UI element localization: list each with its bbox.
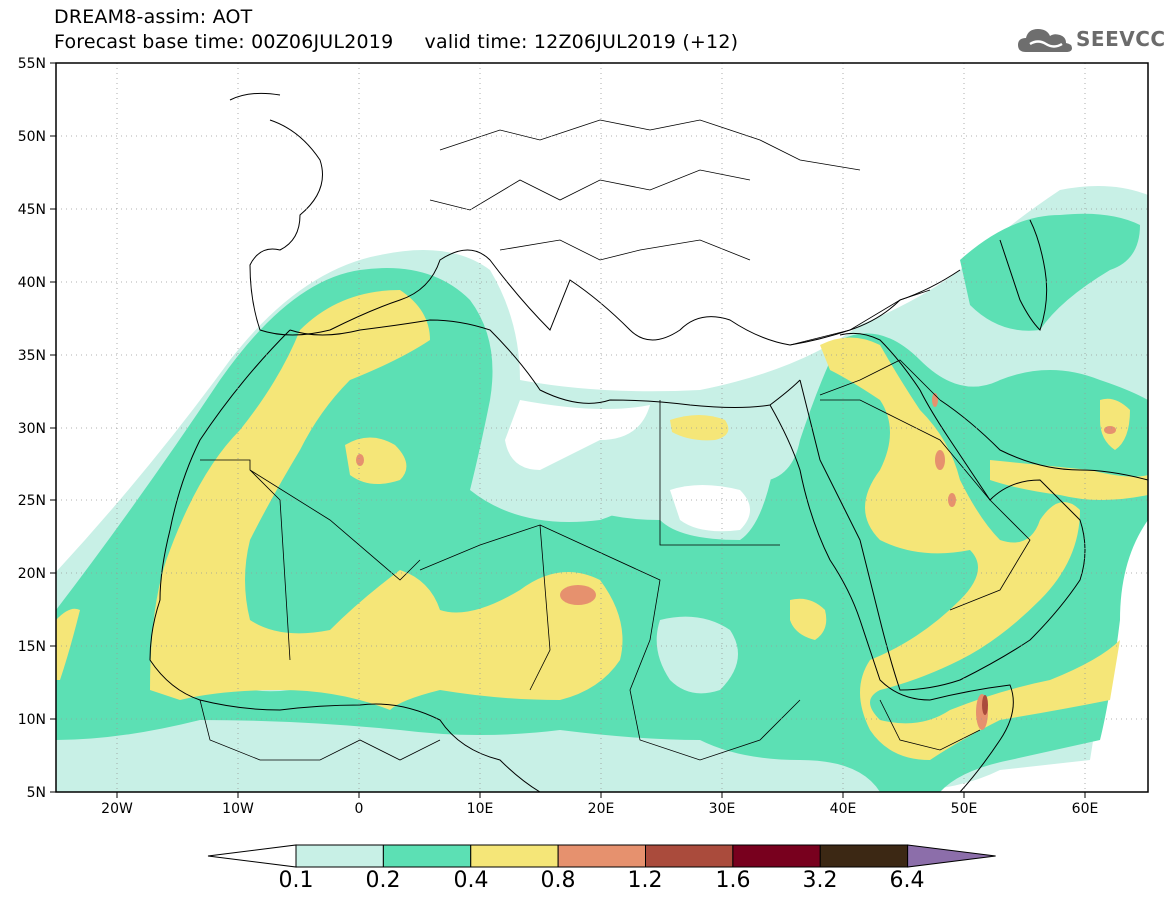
- border-turkey: [789, 289, 931, 346]
- lon-label-20w: 20W: [101, 801, 133, 817]
- border-europe-1: [429, 169, 751, 211]
- border-europe-3: [499, 239, 751, 261]
- latitude-labels: 55N 50N 45N 40N 35N 30N 25N 20N 15N 10N …: [18, 56, 46, 801]
- lon-label-10e: 10E: [467, 801, 494, 817]
- colorbar-label-1.2: 1.2: [627, 868, 663, 893]
- colorbar-label-6.4: 6.4: [889, 868, 925, 893]
- lat-label-5n: 5N: [27, 785, 46, 801]
- lat-label-35n: 35N: [18, 348, 46, 364]
- lat-label-15n: 15N: [18, 639, 46, 655]
- colorbar-label-0.2: 0.2: [365, 868, 401, 893]
- lon-label-40e: 40E: [830, 801, 857, 817]
- colorbar-bin-0.2: [382, 844, 472, 868]
- border-niger-chad: [419, 524, 551, 691]
- border-saudi: [820, 399, 1031, 611]
- colorbar-label-0.8: 0.8: [540, 868, 576, 893]
- border-libya-egypt: [659, 400, 780, 546]
- aot-contour-0.8-chad: [560, 585, 596, 605]
- colorbar-bin-0.8: [557, 844, 646, 868]
- lon-label-60e: 60E: [1072, 801, 1099, 817]
- border-west-africa: [199, 699, 441, 761]
- colorbar-label-3.2: 3.2: [802, 868, 838, 893]
- aot-contour-0.8-algeria: [356, 454, 364, 466]
- coastline-north-africa: [289, 319, 801, 408]
- aot-contour-0.4-ethiopia: [790, 598, 827, 640]
- colorbar-bin-3.2: [819, 844, 909, 868]
- lon-label-20e: 20E: [588, 801, 615, 817]
- border-algeria-mali: [249, 469, 421, 581]
- coastline-europe: [229, 92, 961, 346]
- coastline-arabia: [799, 332, 1086, 691]
- aot-contour-1.2-somalia: [982, 695, 988, 715]
- lat-label-20n: 20N: [18, 566, 46, 582]
- axis-ticks: [50, 62, 1086, 798]
- aot-white-libya: [505, 400, 650, 470]
- colorbar-below-range: [207, 844, 297, 868]
- logo-text: SEEVCCC: [1076, 27, 1165, 51]
- lon-label-0: 0: [355, 801, 364, 817]
- aot-contour-0.4-gulf: [990, 460, 1148, 500]
- lat-label-50n: 50N: [18, 129, 46, 145]
- country-borders: [199, 119, 1031, 761]
- coastline-caspian: [999, 219, 1048, 331]
- border-mauritania: [200, 459, 291, 661]
- aot-contour-0.4-west-africa: [150, 290, 623, 710]
- forecast-time-subtitle: Forecast base time: 00Z06JUL2019 valid t…: [54, 31, 739, 53]
- border-europe-2: [439, 119, 861, 171]
- lon-label-10w: 10W: [222, 801, 254, 817]
- lat-label-45n: 45N: [18, 202, 46, 218]
- colorbar: [207, 844, 996, 868]
- coastline-red-sea: [769, 404, 931, 701]
- colorbar-label-0.1: 0.1: [278, 868, 314, 893]
- aot-white-egypt: [670, 485, 750, 532]
- colorbar-above-range: [907, 844, 996, 868]
- map-title: DREAM8-assim: AOT: [54, 6, 253, 28]
- colorbar-label-1.6: 1.6: [715, 868, 751, 893]
- lat-label-25n: 25N: [18, 493, 46, 509]
- coastline-west-africa: [149, 329, 541, 792]
- aot-contour-0.4-algeria: [345, 437, 407, 484]
- coastlines: [149, 92, 1148, 792]
- colorbar-bin-1.6: [732, 844, 821, 868]
- lon-label-30e: 30E: [709, 801, 736, 817]
- seevccc-logo: SEEVCCC: [1016, 24, 1165, 56]
- lon-label-50e: 50E: [951, 801, 978, 817]
- aot-contour-0.4-iran: [1100, 398, 1130, 450]
- border-sudan: [629, 639, 801, 761]
- aot-contour-0.8-iraq: [935, 450, 945, 470]
- colorbar-bin-0.1: [295, 844, 384, 868]
- aot-contour-0.2-caucasus: [960, 213, 1140, 331]
- aot-contour-0.4-arabia: [820, 337, 1120, 760]
- border-horn: [879, 699, 981, 751]
- cloud-icon: [1018, 29, 1072, 52]
- lat-label-10n: 10N: [18, 712, 46, 728]
- colorbar-bin-1.2: [645, 844, 734, 868]
- aot-contour-0.4-libya: [670, 415, 729, 441]
- lat-label-30n: 30N: [18, 421, 46, 437]
- lat-label-55n: 55N: [18, 56, 46, 72]
- graticule: [56, 63, 1148, 792]
- aot-field: [56, 63, 1148, 792]
- aot-contour-0.8-iran: [1104, 426, 1116, 434]
- colorbar-label-0.4: 0.4: [453, 868, 489, 893]
- colorbar-bin-0.4: [470, 844, 559, 868]
- longitude-labels: 20W 10W 0 10E 20E 30E 40E 50E 60E: [101, 801, 1098, 817]
- coastline-horn: [929, 684, 1014, 792]
- aot-gap-sudan: [656, 616, 738, 694]
- border-iraq: [819, 359, 941, 401]
- coastline-gulf-iran: [939, 399, 1148, 481]
- aot-contour-0.4-coast: [56, 608, 80, 680]
- lat-label-40n: 40N: [18, 275, 46, 291]
- border-libya-chad: [539, 524, 661, 641]
